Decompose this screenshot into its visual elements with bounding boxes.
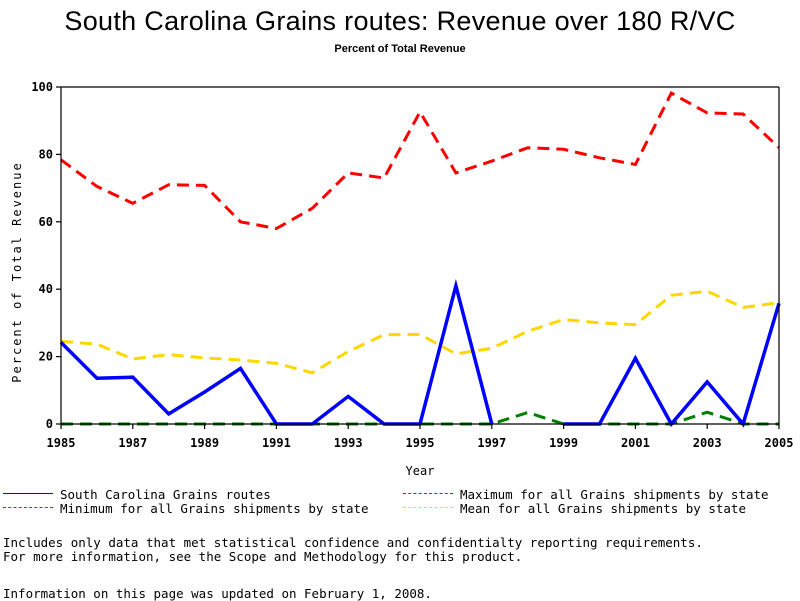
chart-subtitle: Percent of Total Revenue xyxy=(334,43,466,55)
legend-swatch-red-dashed xyxy=(403,493,453,494)
series-mean xyxy=(60,289,780,375)
footnote-requirements: Includes only data that met statistical … xyxy=(3,535,703,550)
legend-label: Mean for all Grains shipments by state xyxy=(460,501,746,516)
y-axis-title: Percent of Total Revenue xyxy=(10,161,24,382)
legend-swatch-blue-solid xyxy=(3,493,53,494)
y-tick-label: 80 xyxy=(39,147,53,161)
legend-label: South Carolina Grains routes xyxy=(60,487,271,502)
y-tick-label: 100 xyxy=(31,80,53,94)
x-tick-label: 2001 xyxy=(621,436,650,450)
y-tick-label: 0 xyxy=(46,417,53,431)
x-tick-label: 1999 xyxy=(549,436,578,450)
legend-swatch-yellow-dashed xyxy=(403,507,453,508)
y-tick-label: 20 xyxy=(39,350,53,364)
y-tick-label: 60 xyxy=(39,215,53,229)
axes-layer xyxy=(60,86,780,425)
x-tick-label: 1993 xyxy=(334,436,363,450)
series-south-carolina xyxy=(59,278,781,428)
ticks-layer: 0 20 40 60 80 100 1985 1987 1989 1991 1993 1995 1997… xyxy=(31,80,793,450)
x-axis-title: Year xyxy=(406,464,435,478)
legend-swatch-green-dashed xyxy=(3,507,53,508)
x-tick-label: 1991 xyxy=(262,436,291,450)
series-line xyxy=(60,289,780,375)
legend-label: Maximum for all Grains shipments by stat… xyxy=(460,487,769,502)
series-maximum xyxy=(60,91,781,231)
footnote-updated: Information on this page was updated on … xyxy=(3,586,432,601)
x-tick-label: 1987 xyxy=(118,436,147,450)
x-tick-label: 1989 xyxy=(190,436,219,450)
legend-label: Minimum for all Grains shipments by stat… xyxy=(60,501,369,516)
y-tick-label: 40 xyxy=(39,282,53,296)
x-tick-label: 1985 xyxy=(47,436,76,450)
footnote-methodology: For more information, see the Scope and … xyxy=(3,549,523,564)
legend: South Carolina Grains routes Maximum for… xyxy=(0,487,800,517)
x-tick-label: 1997 xyxy=(477,436,506,450)
x-tick-label: 2005 xyxy=(765,436,794,450)
x-tick-label: 1995 xyxy=(406,436,435,450)
chart-title: South Carolina Grains routes: Revenue ov… xyxy=(64,6,736,36)
series-line xyxy=(60,91,781,231)
series-layer xyxy=(59,91,781,428)
x-tick-label: 2003 xyxy=(693,436,722,450)
